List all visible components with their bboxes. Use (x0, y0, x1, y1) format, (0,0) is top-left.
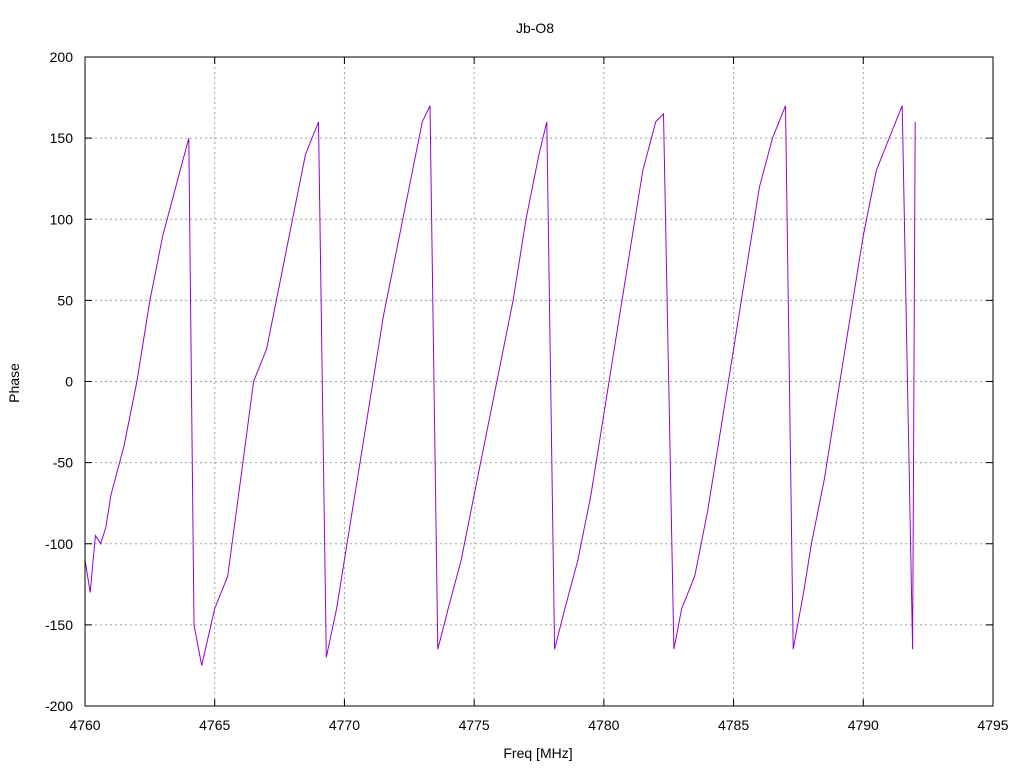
y-tick-label: 100 (50, 211, 74, 227)
y-tick-label: -100 (45, 536, 73, 552)
x-tick-labels: 4760 4765 4770 4775 4780 4785 4790 4795 (69, 717, 1008, 733)
x-tick-label: 4760 (69, 717, 100, 733)
x-tick-label: 4770 (329, 717, 360, 733)
x-tick-label: 4765 (199, 717, 230, 733)
y-tick-label: -200 (45, 698, 73, 714)
y-tick-label: -50 (53, 455, 73, 471)
y-axis-label: Phase (6, 363, 22, 403)
y-tick-label: 200 (50, 49, 74, 65)
x-tick-label: 4775 (459, 717, 490, 733)
y-tick-label: 50 (57, 292, 73, 308)
x-tick-label: 4785 (718, 717, 749, 733)
x-tick-label: 4780 (588, 717, 619, 733)
y-tick-labels: -200 -150 -100 -50 0 50 100 150 200 (45, 49, 73, 714)
tick-marks (84, 56, 994, 707)
y-tick-label: 0 (65, 374, 73, 390)
x-tick-label: 4790 (848, 717, 879, 733)
x-tick-label: 4795 (977, 717, 1008, 733)
x-axis-label: Freq [MHz] (503, 745, 572, 761)
chart-title: Jb-O8 (516, 20, 554, 36)
phase-series-line (84, 105, 916, 666)
y-tick-label: -150 (45, 617, 73, 633)
y-tick-label: 150 (50, 130, 74, 146)
series-layer (84, 105, 916, 666)
grid-lines (85, 57, 993, 706)
